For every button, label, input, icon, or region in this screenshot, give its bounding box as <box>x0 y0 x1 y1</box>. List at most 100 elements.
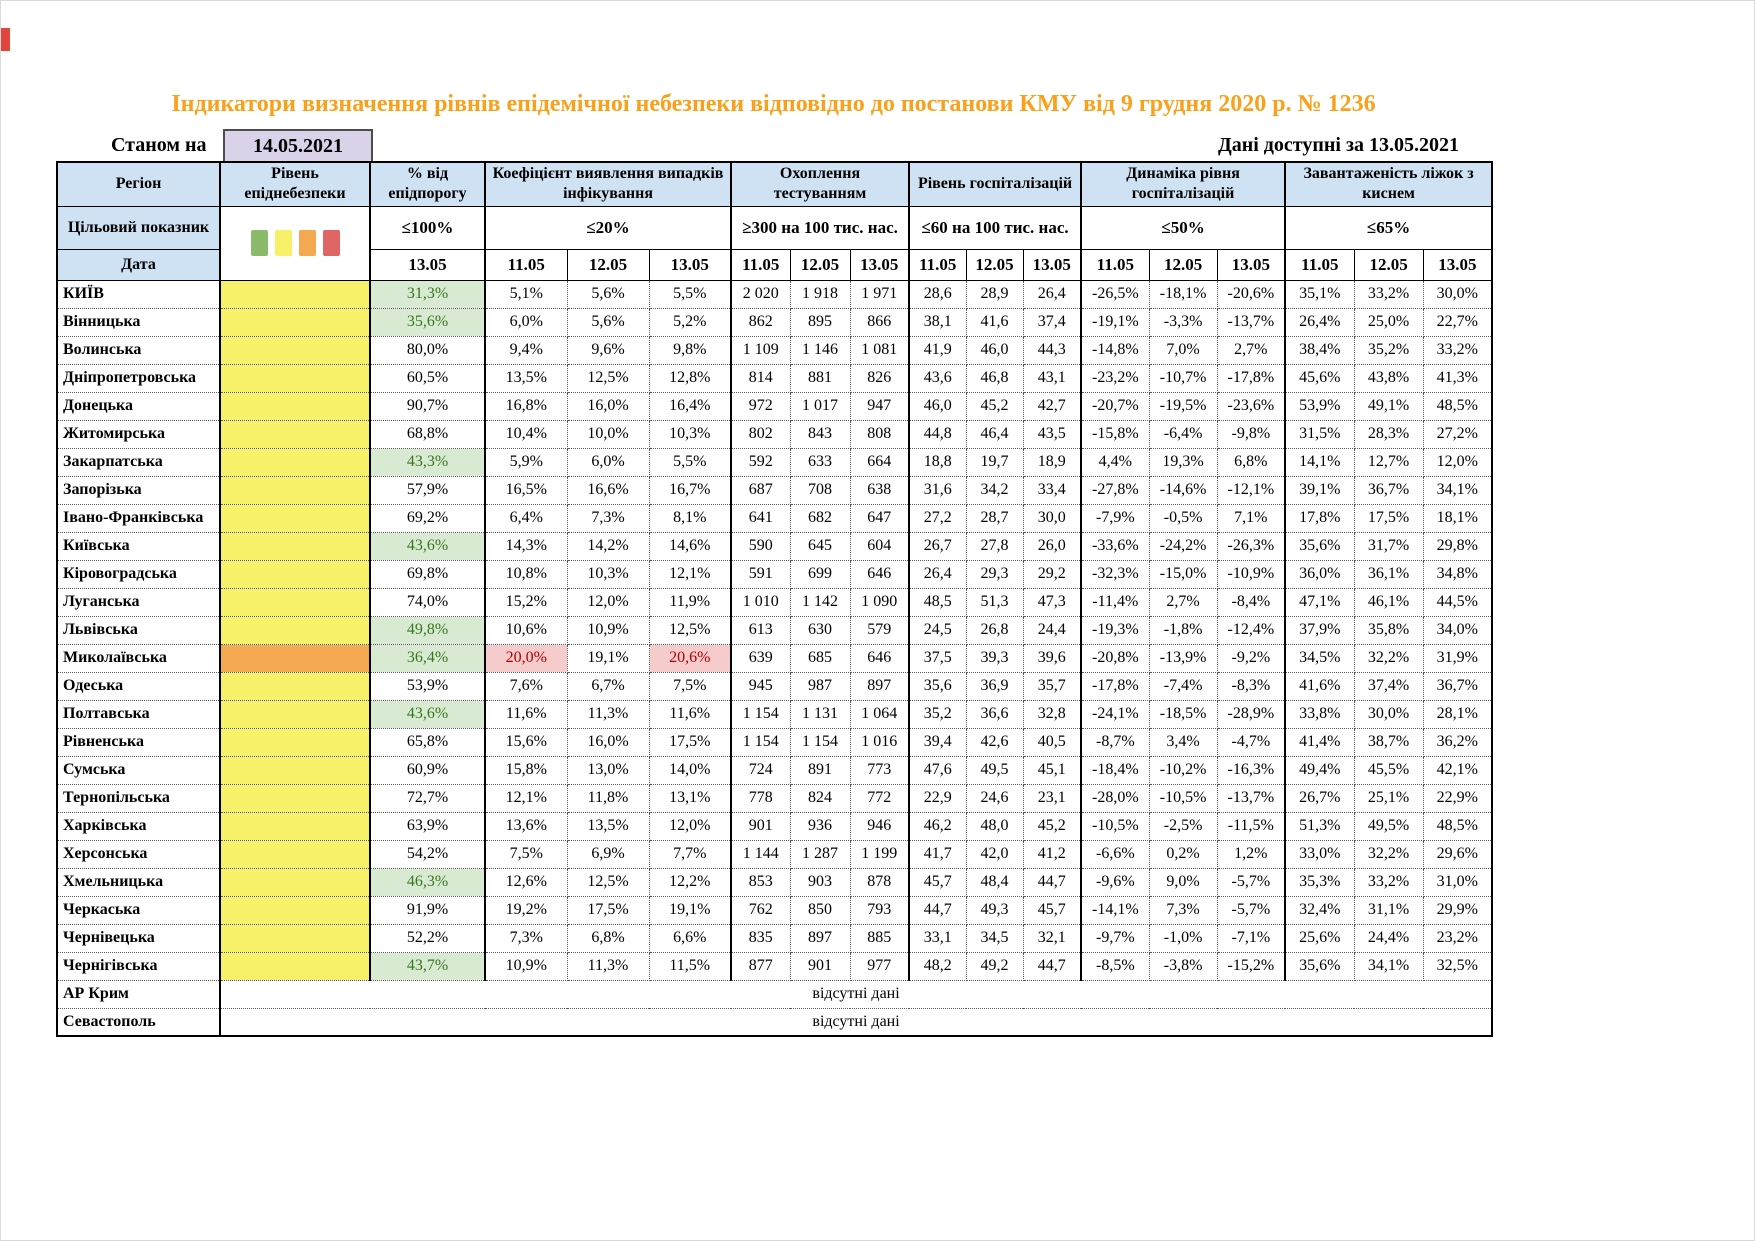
value-cell: 41,7 <box>908 839 967 869</box>
value-cell: -0,5% <box>1148 503 1218 533</box>
value-cell: 814 <box>730 363 791 393</box>
value-cell: -9,7% <box>1080 923 1150 953</box>
epidemic-level-cell <box>219 811 371 841</box>
epidemic-level-cell <box>219 503 371 533</box>
value-cell: 646 <box>849 643 911 673</box>
value-cell: 14,0% <box>648 755 733 785</box>
table-row: Дніпропетровська 60,5% 13,5% 12,5% 12,8% 814 8… <box>56 363 1494 393</box>
value-cell: 685 <box>789 643 851 673</box>
value-cell: 835 <box>730 923 791 953</box>
pct-epid-threshold-cell: 69,8% <box>369 559 486 589</box>
value-cell: 39,6 <box>1022 643 1083 673</box>
region-name: Луганська <box>56 587 221 617</box>
value-cell: -18,5% <box>1148 699 1218 729</box>
value-cell: 897 <box>849 671 911 701</box>
value-cell: 12,0% <box>648 811 733 841</box>
value-cell: 15,6% <box>484 727 568 757</box>
date-cell: 12.05 <box>566 248 650 281</box>
header-row-groups: Регіон Рівень епіднебезпеки % від епідпо… <box>56 161 1494 207</box>
value-cell: 850 <box>789 895 851 925</box>
date-cell: 13.05 <box>1422 248 1494 281</box>
epidemic-level-cell <box>219 391 371 421</box>
value-cell: 20,6% <box>648 643 733 673</box>
value-cell: 38,7% <box>1353 727 1424 757</box>
value-cell: 881 <box>789 363 851 393</box>
value-cell: -18,1% <box>1148 279 1218 309</box>
value-cell: 36,1% <box>1353 559 1424 589</box>
region-name: Дніпропетровська <box>56 363 221 393</box>
value-cell: 45,2 <box>1022 811 1083 841</box>
value-cell: 38,4% <box>1284 335 1355 365</box>
date-cell: 11.05 <box>484 248 568 281</box>
orange-level-swatch <box>298 230 316 256</box>
value-cell: 26,0 <box>1022 531 1083 561</box>
value-cell: -33,6% <box>1080 531 1150 561</box>
value-cell: 33,2% <box>1422 335 1494 365</box>
pct-epid-threshold-cell: 46,3% <box>369 867 486 897</box>
pct-epid-threshold-cell: 65,8% <box>369 727 486 757</box>
region-name: Кіровоградська <box>56 559 221 589</box>
value-cell: 5,6% <box>566 307 650 337</box>
value-cell: -9,6% <box>1080 867 1150 897</box>
value-cell: 6,8% <box>566 923 650 953</box>
value-cell: -7,1% <box>1216 923 1287 953</box>
value-cell: -2,5% <box>1148 811 1218 841</box>
level-legend <box>219 205 371 281</box>
pct-epid-threshold-cell: 52,2% <box>369 923 486 953</box>
value-cell: 46,2 <box>908 811 967 841</box>
value-cell: 12,5% <box>566 867 650 897</box>
pct-epid-threshold-cell: 90,7% <box>369 391 486 421</box>
value-cell: 46,4 <box>965 419 1024 449</box>
region-name: Волинська <box>56 335 221 365</box>
value-cell: -16,3% <box>1216 755 1287 785</box>
pct-epid-threshold-cell: 74,0% <box>369 587 486 617</box>
value-cell: 36,6 <box>965 699 1024 729</box>
value-cell: 35,7 <box>1022 671 1083 701</box>
value-cell: 33,2% <box>1353 867 1424 897</box>
value-cell: 12,7% <box>1353 447 1424 477</box>
value-cell: 5,5% <box>648 279 733 309</box>
value-cell: -9,8% <box>1216 419 1287 449</box>
value-cell: 10,8% <box>484 559 568 589</box>
table-row: Рівненська 65,8% 15,6% 16,0% 17,5% 1 154 1 154… <box>56 727 1494 757</box>
value-cell: -13,9% <box>1148 643 1218 673</box>
value-cell: 35,1% <box>1284 279 1355 309</box>
value-cell: 7,5% <box>648 671 733 701</box>
value-cell: -26,5% <box>1080 279 1150 309</box>
value-cell: 19,2% <box>484 895 568 925</box>
target-pct: ≤100% <box>369 205 486 250</box>
value-cell: 16,7% <box>648 475 733 505</box>
value-cell: -1,0% <box>1148 923 1218 953</box>
pct-epid-threshold-cell: 43,3% <box>369 447 486 477</box>
epidemic-level-cell <box>219 615 371 645</box>
value-cell: -20,6% <box>1216 279 1287 309</box>
value-cell: 34,5% <box>1284 643 1355 673</box>
value-cell: 1 142 <box>789 587 851 617</box>
pct-epid-threshold-cell: 43,7% <box>369 951 486 981</box>
target-dynamics: ≤50% <box>1080 205 1287 250</box>
value-cell: 43,5 <box>1022 419 1083 449</box>
value-cell: 897 <box>789 923 851 953</box>
table-row-no-data: АР Крим відсутні дані <box>56 979 1494 1009</box>
epidemic-level-cell <box>219 951 371 981</box>
value-cell: 16,0% <box>566 727 650 757</box>
value-cell: 6,4% <box>484 503 568 533</box>
value-cell: 43,1 <box>1022 363 1083 393</box>
region-name: Запорізька <box>56 475 221 505</box>
value-cell: 7,5% <box>484 839 568 869</box>
table-row: Волинська 80,0% 9,4% 9,6% 9,8% 1 109 1 146 1 08… <box>56 335 1494 365</box>
date-cell: 11.05 <box>730 248 791 281</box>
epidemic-level-cell <box>219 335 371 365</box>
value-cell: 32,1 <box>1022 923 1083 953</box>
value-cell: -17,8% <box>1216 363 1287 393</box>
value-cell: 40,5 <box>1022 727 1083 757</box>
pct-epid-threshold-cell: 60,5% <box>369 363 486 393</box>
table-row: Одеська 53,9% 7,6% 6,7% 7,5% 945 987 897 35,6 36,… <box>56 671 1494 701</box>
value-cell: 590 <box>730 531 791 561</box>
value-cell: 11,3% <box>566 699 650 729</box>
value-cell: 7,6% <box>484 671 568 701</box>
table-header: Регіон Рівень епіднебезпеки % від епідпо… <box>56 161 1494 281</box>
value-cell: 13,5% <box>484 363 568 393</box>
value-cell: 9,8% <box>648 335 733 365</box>
date-cell: 11.05 <box>1080 248 1150 281</box>
